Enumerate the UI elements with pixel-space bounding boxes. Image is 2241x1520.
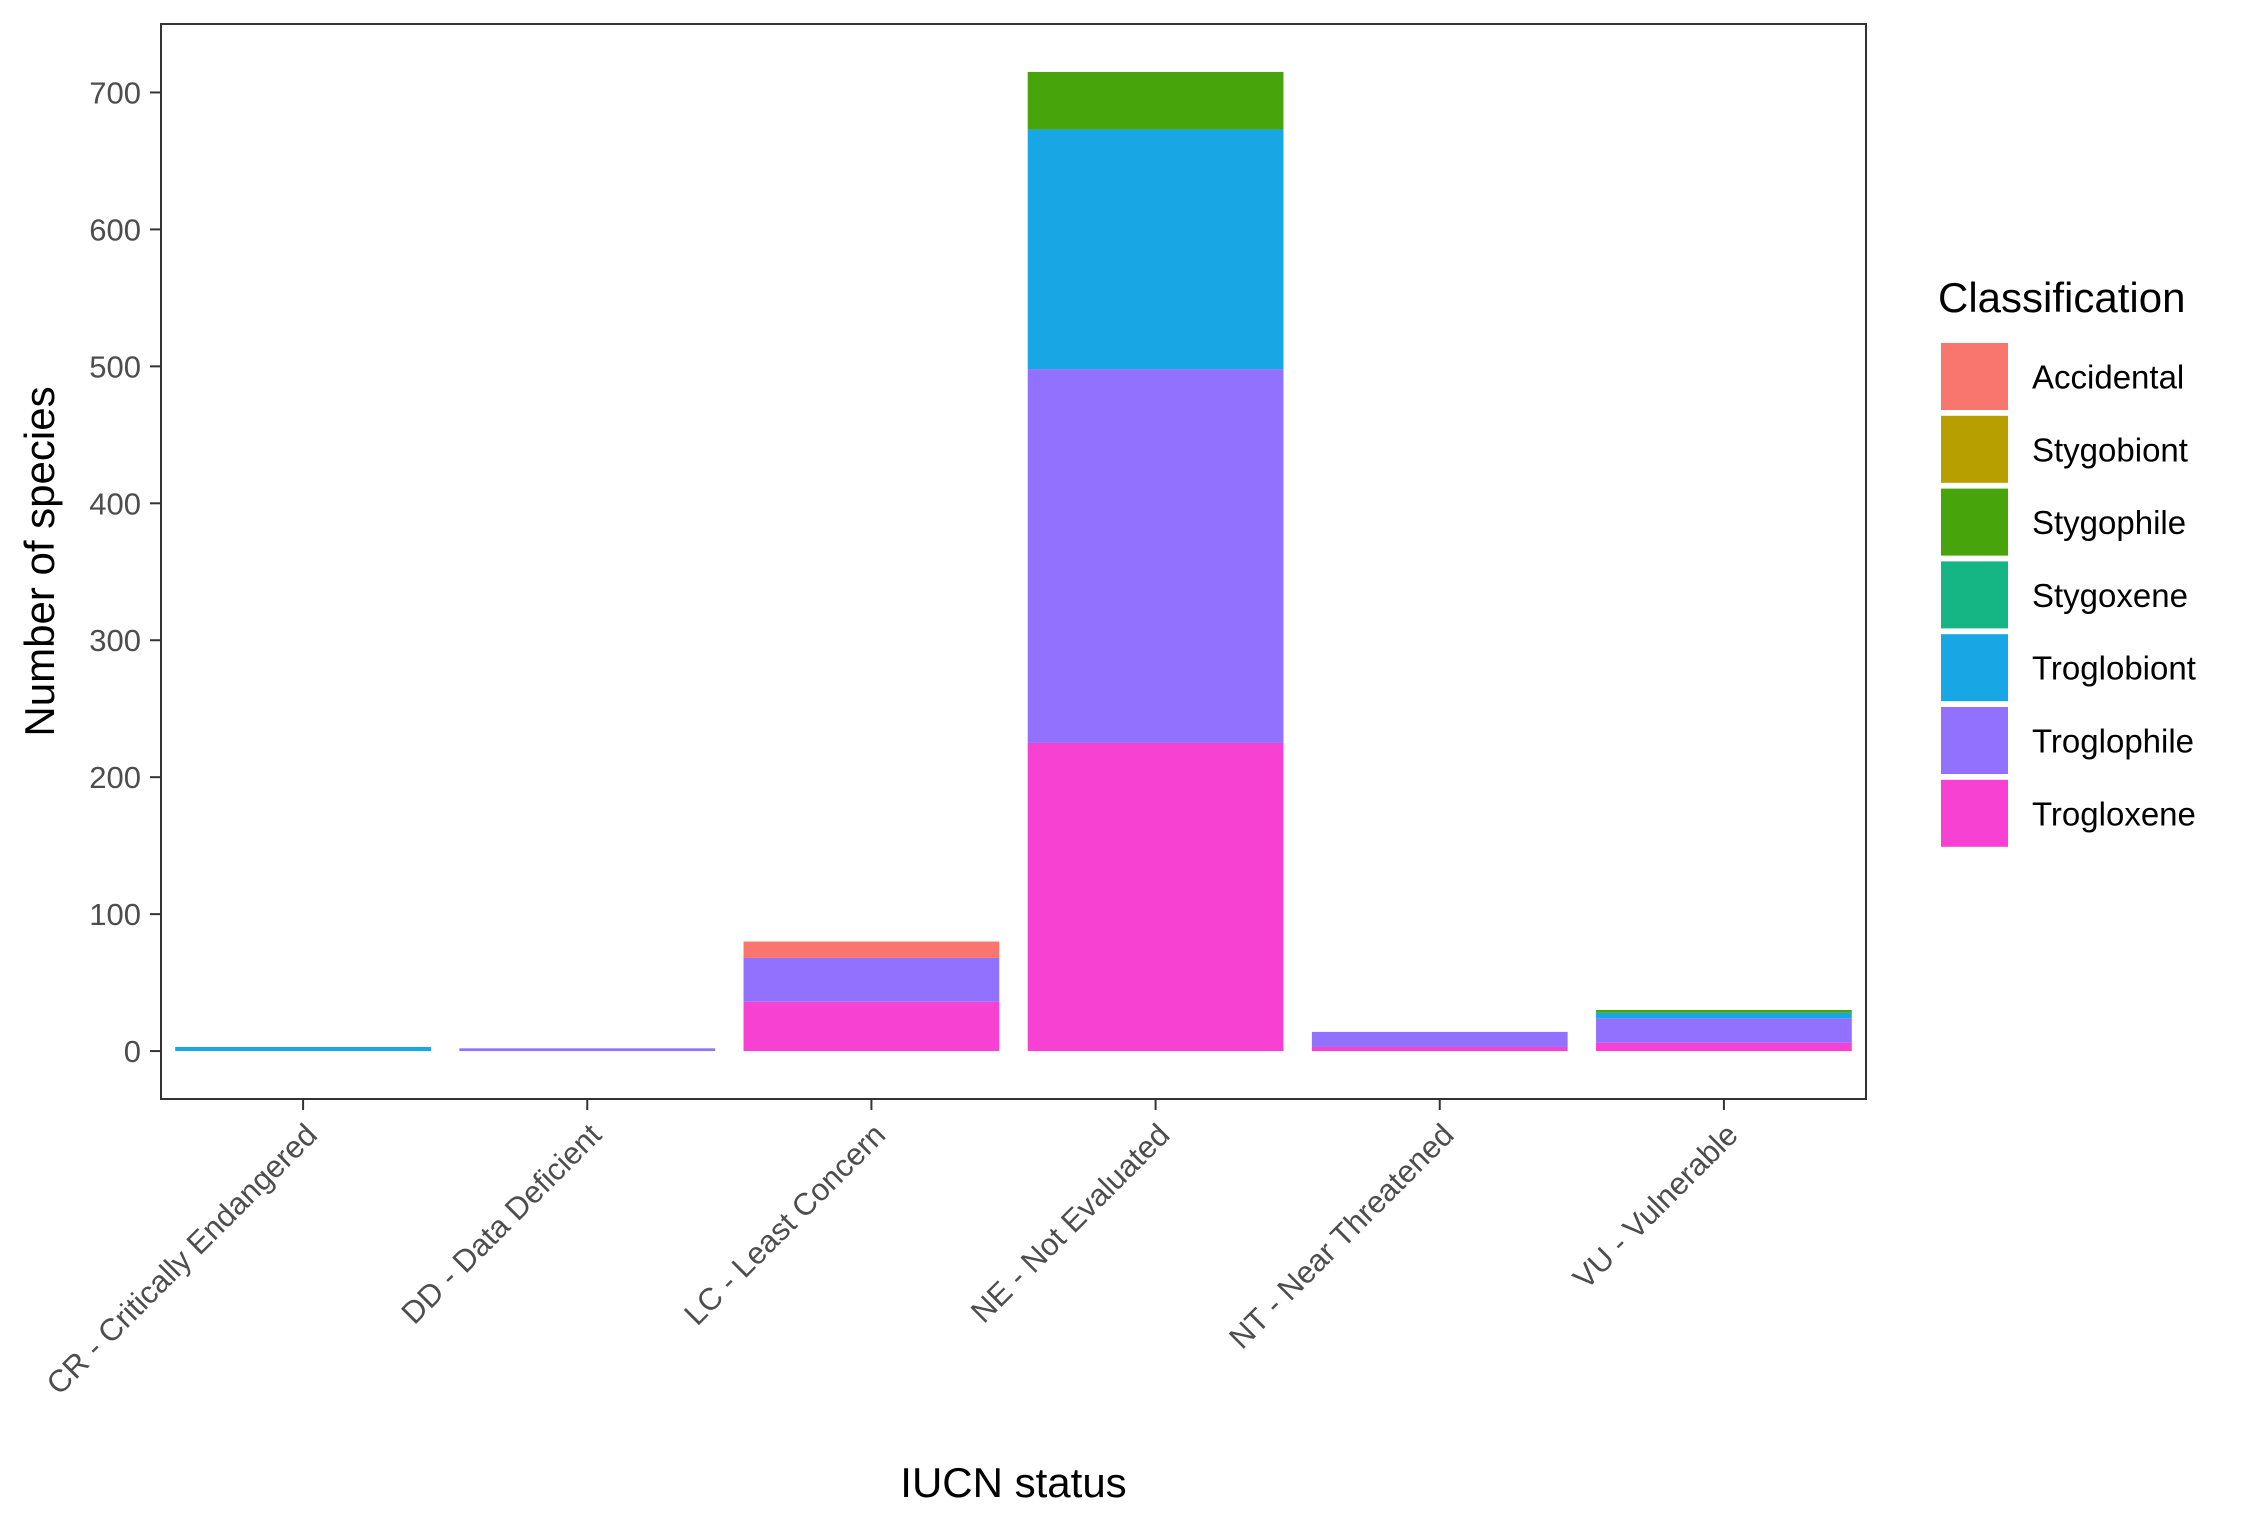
legend-label-stygobiont: Stygobiont — [2032, 431, 2188, 468]
y-tick-label: 600 — [89, 212, 141, 247]
x-tick-label: NE - Not Evaluated — [964, 1117, 1176, 1329]
legend-key-stygobiont — [1941, 415, 2008, 483]
panel-border — [160, 23, 1867, 1100]
legend-label-stygophile: Stygophile — [2032, 504, 2186, 541]
bar-trogloxene-vu — [1596, 1042, 1852, 1052]
bar-accidental-lc — [743, 941, 1000, 958]
legend-label-stygoxene: Stygoxene — [2032, 577, 2188, 614]
bar-troglobiont-vu — [1596, 1012, 1852, 1019]
legend-title: Classification — [1938, 274, 2185, 321]
x-axis-title: IUCN status — [900, 1459, 1126, 1506]
legend-key-stygophile — [1941, 488, 2008, 556]
y-tick-label: 0 — [124, 1034, 141, 1069]
bar-troglobiont-ne — [1027, 129, 1284, 370]
legend-key-troglobiont — [1941, 634, 2008, 702]
x-tick-label: LC - Least Concern — [677, 1117, 892, 1332]
bar-trogloxene-nt — [1311, 1046, 1568, 1052]
x-tick-label: VU - Vulnerable — [1566, 1117, 1745, 1296]
y-tick-label: 700 — [89, 75, 141, 110]
bar-troglophile-lc — [743, 957, 1000, 1002]
legend-key-accidental — [1941, 343, 2008, 410]
y-tick-label: 300 — [89, 623, 141, 658]
legend-label-troglobiont: Troglobiont — [2032, 650, 2196, 687]
bar-troglobiont-cr — [175, 1046, 431, 1052]
bar-troglophile-dd — [459, 1048, 716, 1052]
legend-label-trogloxene: Trogloxene — [2032, 795, 2196, 832]
x-axis: CR - Critically Endangered DD - Data Defi… — [40, 1099, 1745, 1401]
legend-key-stygoxene — [1941, 561, 2008, 629]
y-tick-label: 200 — [89, 760, 141, 795]
y-tick-label: 100 — [89, 897, 141, 932]
bar-trogloxene-ne — [1027, 742, 1284, 1052]
x-tick-label: NT - Near Threatened — [1222, 1117, 1460, 1355]
bars — [175, 71, 1852, 1052]
bar-troglophile-nt — [1311, 1031, 1568, 1047]
x-tick-label: DD - Data Deficient — [394, 1117, 608, 1331]
legend-key-trogloxene — [1941, 779, 2008, 847]
y-axis: 0 100 200 300 400 500 600 700 — [89, 75, 161, 1069]
legend-label-troglophile: Troglophile — [2032, 723, 2194, 760]
bar-stygophile-vu — [1596, 1009, 1852, 1013]
y-tick-label: 500 — [89, 349, 141, 384]
legend-key-troglophile — [1941, 707, 2008, 774]
legend-label-accidental: Accidental — [2032, 359, 2184, 396]
bar-stygophile-ne — [1027, 71, 1284, 130]
x-tick-label: CR - Critically Endangered — [40, 1117, 324, 1401]
legend: Classification Accidental Stygobiont Stygop… — [1938, 274, 2196, 847]
y-axis-title: Number of species — [16, 386, 63, 736]
y-tick-label: 400 — [89, 486, 141, 521]
bar-troglophile-ne — [1027, 369, 1284, 743]
bar-troglophile-vu — [1596, 1018, 1852, 1043]
bar-trogloxene-lc — [743, 1001, 1000, 1052]
